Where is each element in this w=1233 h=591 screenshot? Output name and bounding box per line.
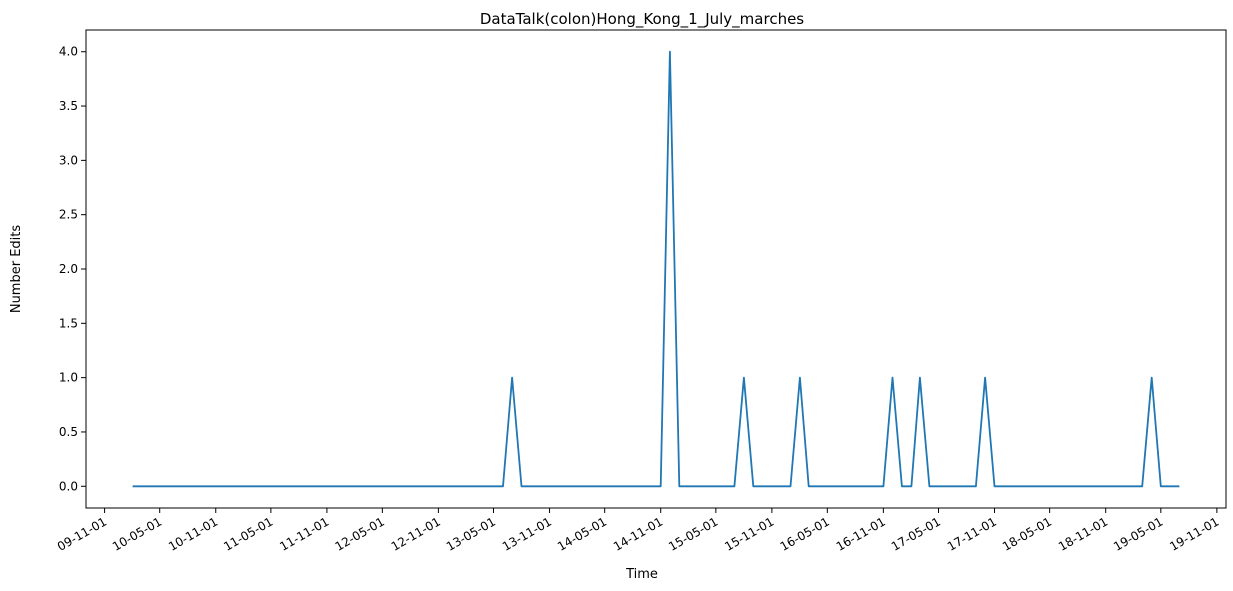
y-tick-label: 2.5 <box>59 208 78 222</box>
x-tick-label: 17-05-01 <box>889 514 943 553</box>
y-axis: 0.0 0.5 1.0 1.5 2.0 2.5 3.0 3.5 4.0 <box>59 45 86 493</box>
x-tick-label: 17-11-01 <box>945 514 999 553</box>
x-tick-label: 13-11-01 <box>500 514 554 553</box>
y-tick-label: 3.0 <box>59 153 78 167</box>
x-tick-label: 12-05-01 <box>333 514 387 553</box>
x-tick-label: 09-11-01 <box>55 514 109 553</box>
series-line <box>132 50 1180 488</box>
y-tick-label: 0.5 <box>59 425 78 439</box>
y-axis-label: Number Edits <box>9 225 24 314</box>
x-tick-label: 14-11-01 <box>611 514 665 553</box>
y-tick-label: 3.5 <box>59 99 78 113</box>
x-tick-label: 12-11-01 <box>389 514 443 553</box>
y-tick-label: 2.0 <box>59 262 78 276</box>
x-tick-label: 11-11-01 <box>277 514 331 553</box>
series-layer <box>132 50 1180 488</box>
x-tick-label: 13-05-01 <box>444 514 498 553</box>
x-tick-label: 18-11-01 <box>1056 514 1110 553</box>
x-tick-label: 18-05-01 <box>1000 514 1054 553</box>
x-tick-label: 14-05-01 <box>555 514 609 553</box>
plot-area <box>85 29 1227 509</box>
x-tick-label: 19-11-01 <box>1167 514 1221 553</box>
y-tick-label: 4.0 <box>59 45 78 59</box>
x-tick-label: 15-11-01 <box>722 514 776 553</box>
x-tick-label: 19-05-01 <box>1111 514 1165 553</box>
chart-title: DataTalk(colon)Hong_Kong_1_July_marches <box>480 10 804 29</box>
x-tick-label: 10-05-01 <box>110 514 164 553</box>
x-tick-label: 11-05-01 <box>221 514 275 553</box>
x-axis: 09-11-01 10-05-01 10-11-01 11-05-01 11-11-01… <box>55 508 1221 554</box>
x-tick-label: 15-05-01 <box>666 514 720 553</box>
y-tick-label: 0.0 <box>59 479 78 493</box>
y-tick-label: 1.5 <box>59 316 78 330</box>
x-tick-label: 16-11-01 <box>834 514 888 553</box>
x-tick-label: 10-11-01 <box>166 514 220 553</box>
x-axis-label: Time <box>625 567 658 582</box>
y-tick-label: 1.0 <box>59 371 78 385</box>
x-tick-label: 16-05-01 <box>778 514 832 553</box>
